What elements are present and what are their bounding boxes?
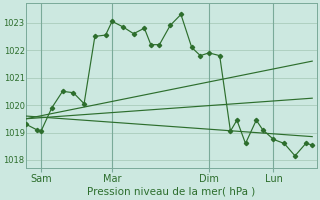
X-axis label: Pression niveau de la mer( hPa ): Pression niveau de la mer( hPa ) [87,187,255,197]
